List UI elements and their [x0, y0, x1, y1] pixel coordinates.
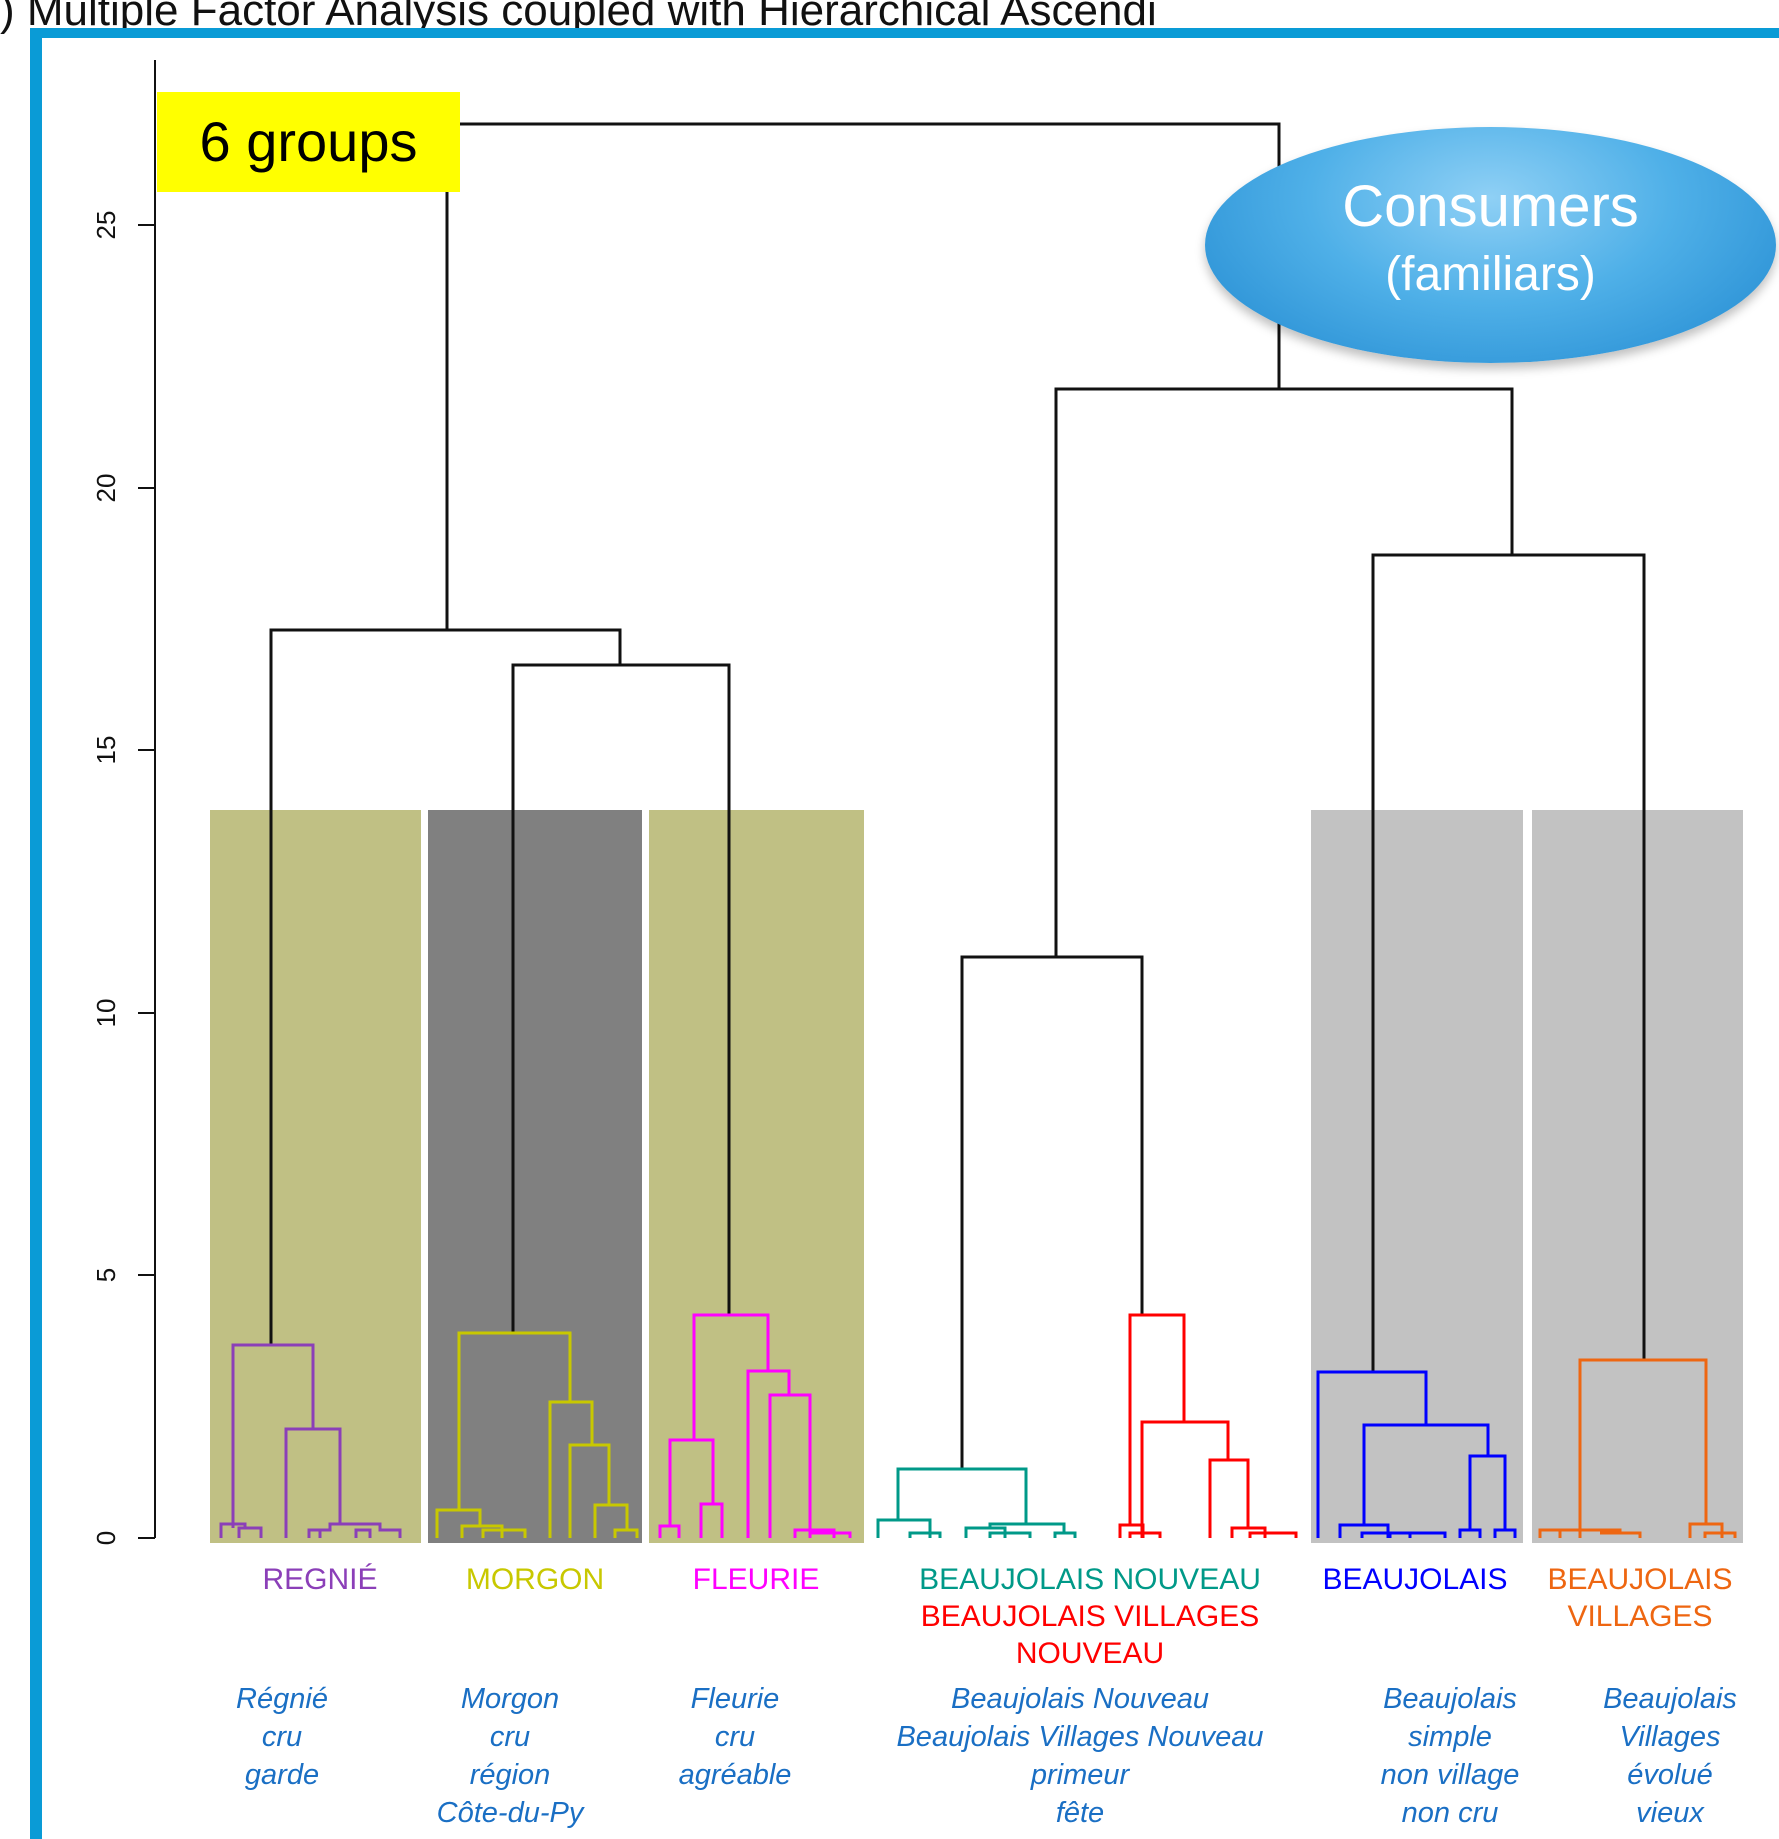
- cluster-morgon: [435, 1331, 639, 1538]
- cluster-beaujolais: [1316, 1370, 1517, 1538]
- cluster-villages: [1538, 1358, 1737, 1538]
- y-tick-label-20: 20: [91, 474, 121, 503]
- cluster-fleurie: [658, 1313, 852, 1538]
- group-description-morgon: Morgon cru région Côte-du-Py: [436, 1683, 584, 1829]
- group-label-morgon: MORGON: [465, 1563, 605, 1596]
- consumers-bubble: Consumers (familiars): [1205, 127, 1776, 363]
- group-label-beaujolais-villages: BEAUJOLAIS VILLAGES: [1547, 1563, 1733, 1633]
- y-tick-label-10: 10: [91, 999, 121, 1028]
- y-axis: [138, 60, 156, 1539]
- link-root: [445, 122, 1281, 630]
- band-beaujolais: [1311, 810, 1523, 1543]
- bubble-title: Consumers: [1342, 174, 1639, 239]
- cluster-nouveau: [876, 1467, 1077, 1538]
- group-description-beaujolais-villages: Beaujolais Villages évolué vieux: [1603, 1683, 1737, 1829]
- link-left-top: [269, 628, 622, 1345]
- y-tick-label-0: 0: [91, 1531, 121, 1545]
- group-label-regnie: REGNIÉ: [262, 1563, 378, 1596]
- y-tick-label-5: 5: [91, 1268, 121, 1282]
- y-tick-label-25: 25: [91, 211, 121, 240]
- group-label-beaujolais: BEAUJOLAIS: [1322, 1563, 1508, 1596]
- link-nouveau: [960, 955, 1144, 1469]
- band-fleurie: [649, 810, 864, 1543]
- group-count-badge: 6 groups: [157, 92, 460, 192]
- group-description-beaujolais: Beaujolais simple non village non cru: [1380, 1683, 1520, 1829]
- group-description-fleurie: Fleurie cru agréable: [678, 1683, 792, 1791]
- link-beaujolais-pair: [1371, 553, 1646, 1372]
- group-label-fleurie: FLEURIE: [692, 1563, 820, 1596]
- group-description-regnie: Régnié cru garde: [236, 1683, 328, 1791]
- band-beaujolais-villages: [1532, 810, 1743, 1543]
- cluster-villages-nouveau: [1118, 1313, 1298, 1538]
- bubble-subtitle: (familiars): [1385, 248, 1596, 301]
- y-tick-labels: 0 5 10 15 20 25: [91, 211, 121, 1546]
- link-right-top: [1054, 387, 1514, 957]
- y-tick-label-15: 15: [91, 736, 121, 765]
- upper-links: [269, 122, 1646, 1469]
- group-label-nouveau: BEAUJOLAIS NOUVEAU BEAUJOLAIS VILLAGES N…: [919, 1563, 1261, 1670]
- group-bands: [210, 810, 1743, 1543]
- link-morgon-fleurie: [511, 663, 731, 1333]
- group-description-nouveau: Beaujolais Nouveau Beaujolais Villages N…: [896, 1683, 1264, 1829]
- cluster-regnie: [219, 1343, 402, 1538]
- band-morgon: [428, 810, 642, 1543]
- band-regnie: [210, 810, 421, 1543]
